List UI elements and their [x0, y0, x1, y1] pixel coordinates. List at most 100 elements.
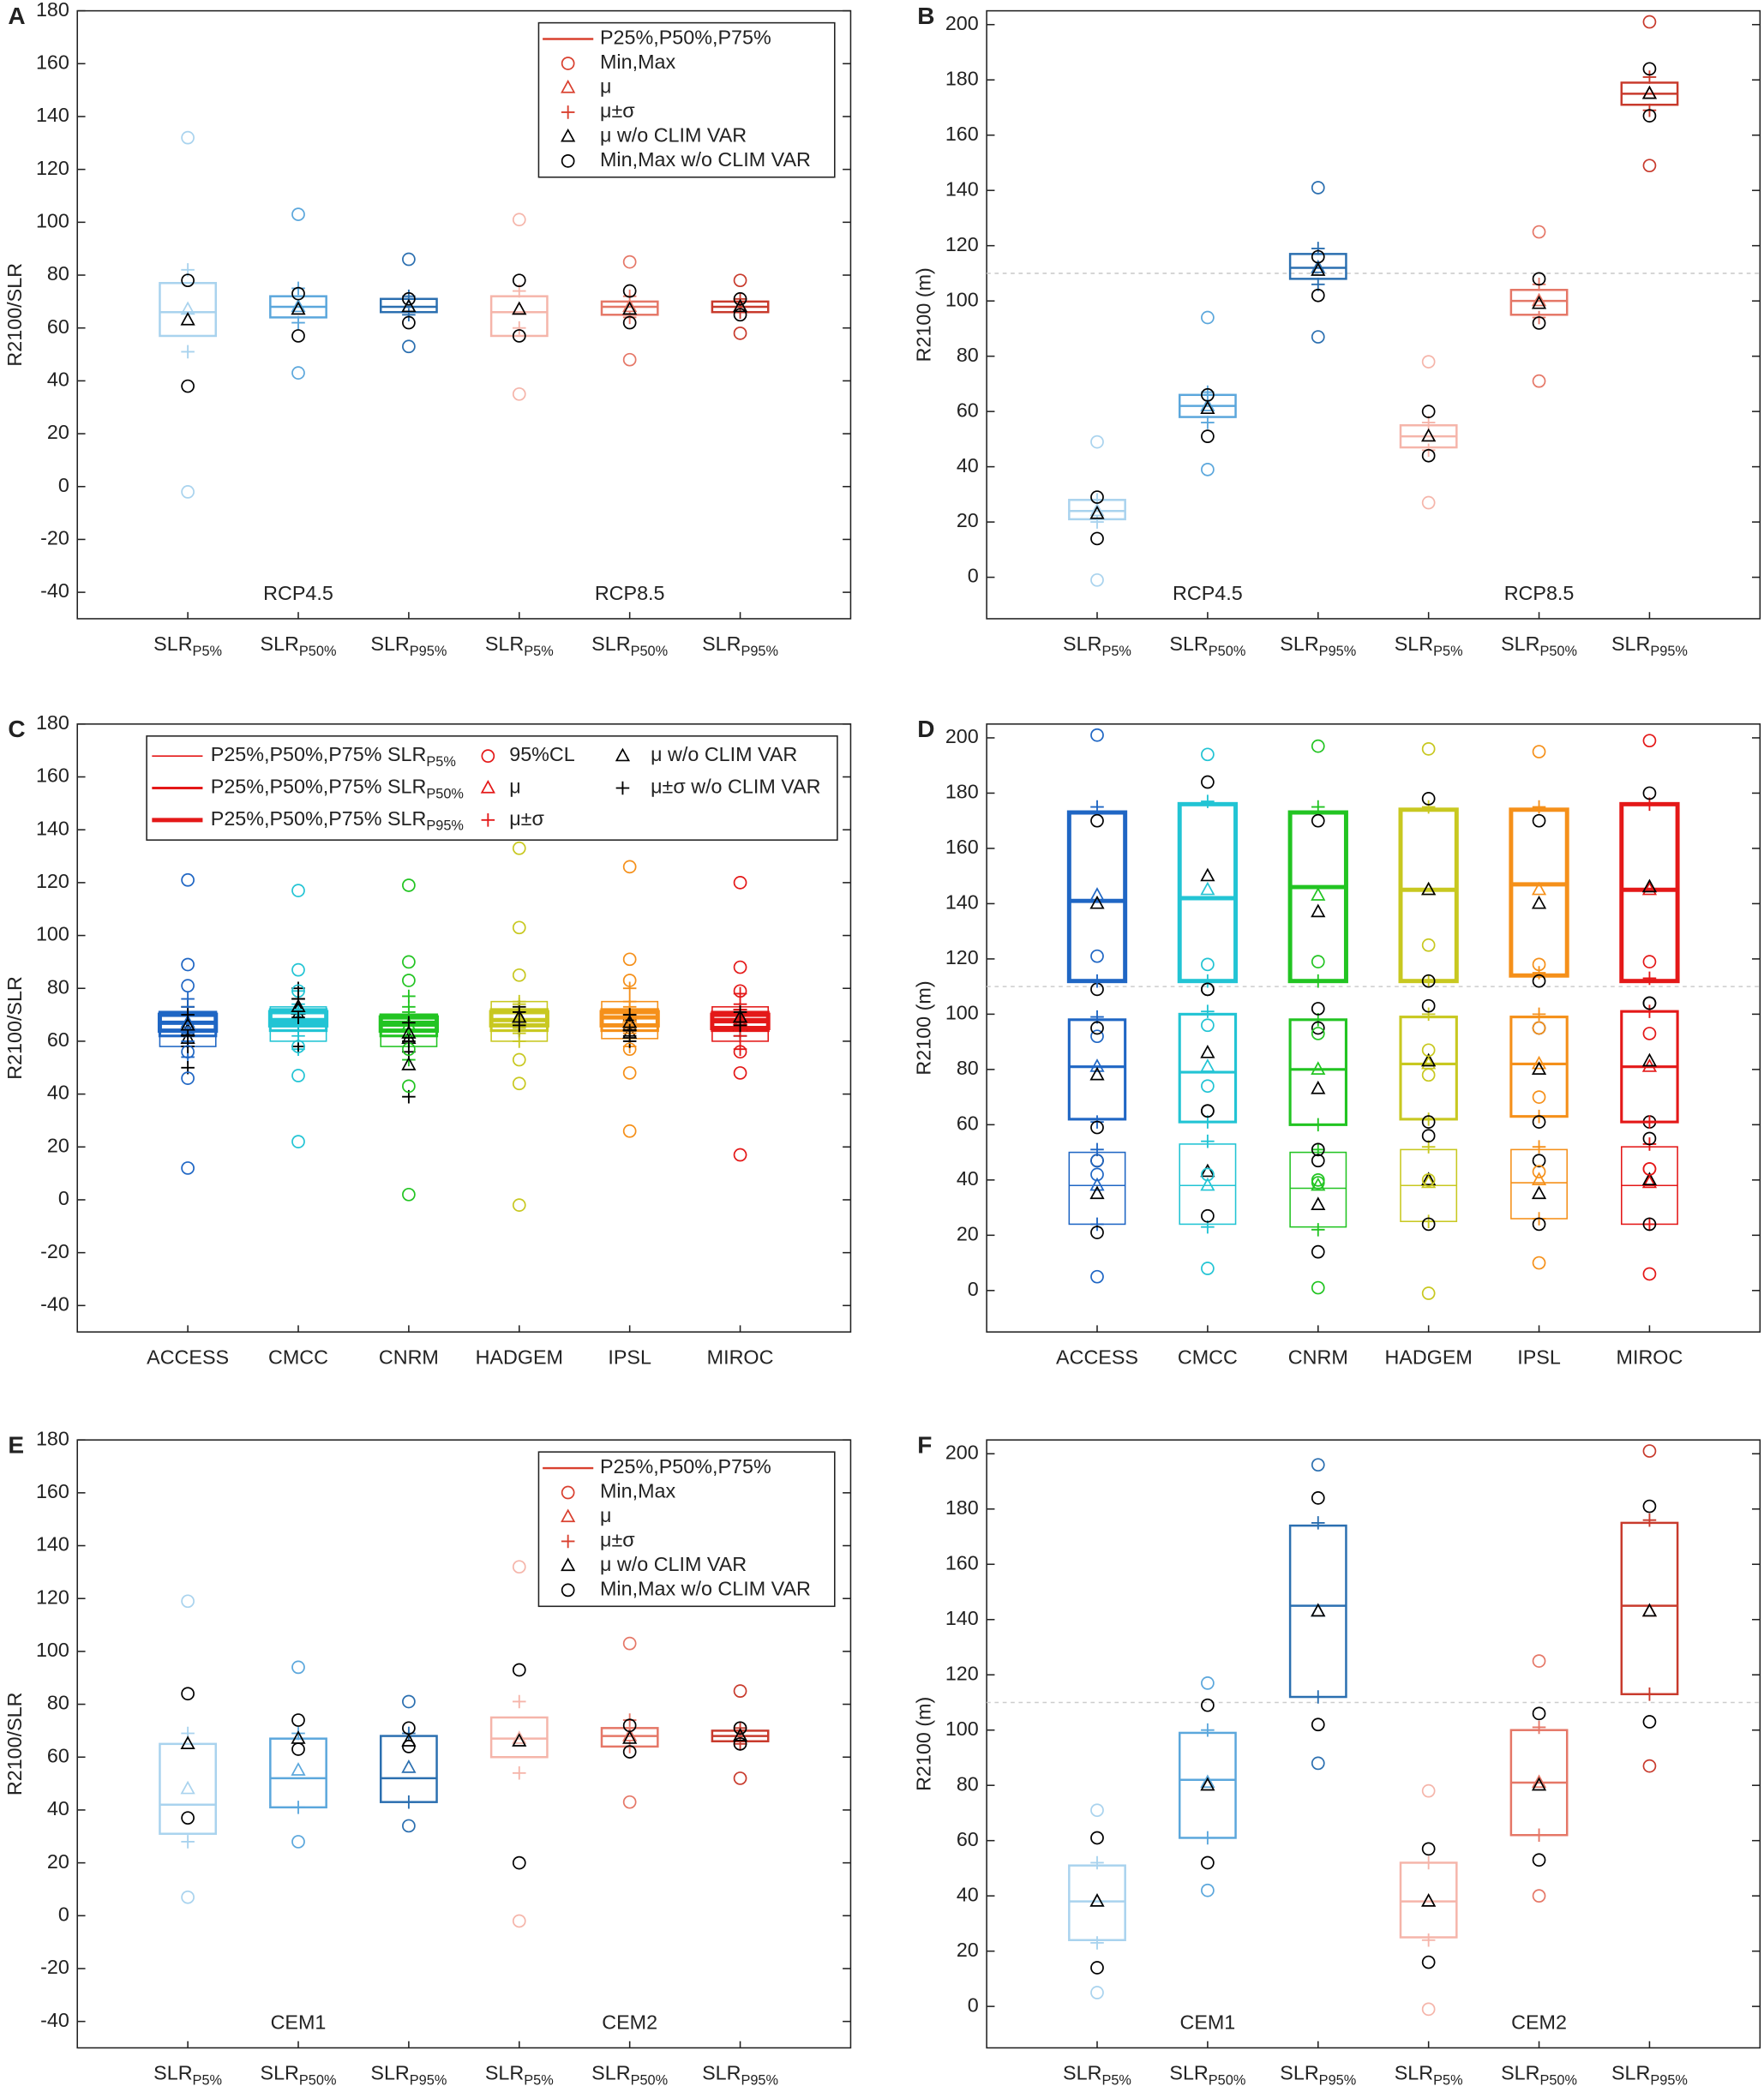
y-tick-label: -40	[40, 2009, 69, 2031]
marker-circle	[291, 286, 305, 301]
x-tick-label: SLRP5%	[1063, 632, 1131, 659]
legend-entry: Min,Max w/o CLIM VAR	[600, 1578, 811, 1600]
marker-circle	[1090, 728, 1104, 742]
y-tick-label: 120	[36, 1585, 69, 1608]
marker-circle	[1090, 572, 1104, 587]
marker-circle	[1311, 1756, 1325, 1771]
x-tick-label: ACCESS	[1056, 1346, 1138, 1368]
box	[1399, 1861, 1458, 1939]
marker-circle	[1421, 2002, 1436, 2017]
marker-circle	[1421, 998, 1436, 1013]
x-tick-label-main: SLR	[1611, 632, 1650, 655]
marker-circle	[1201, 1167, 1215, 1182]
marker-circle	[402, 1721, 416, 1735]
marker-circle	[1201, 429, 1215, 444]
group-label: RCP4.5	[1173, 582, 1243, 604]
y-tick-label: 120	[945, 946, 979, 968]
marker-triangle	[1200, 1777, 1215, 1791]
marker-plus	[181, 1028, 195, 1043]
legend-entry: μ w/o CLIM VAR	[600, 1553, 747, 1575]
marker-circle	[402, 1694, 416, 1709]
marker-circle	[1201, 1855, 1215, 1870]
marker-circle	[1201, 462, 1215, 477]
marker-circle	[512, 329, 526, 343]
marker-plus	[622, 1008, 637, 1022]
x-tick-label-sub: P5%	[524, 644, 553, 659]
x-tick-label: SLRP5%	[485, 632, 554, 659]
y-tick-label: 200	[945, 12, 979, 34]
marker-plus	[513, 1018, 526, 1033]
marker-circle	[1421, 495, 1436, 510]
y-tick-label: 80	[47, 1692, 69, 1714]
x-tick-label-main: SLR	[1395, 2062, 1433, 2084]
marker-circle	[1201, 1262, 1215, 1275]
x-tick-label-sub: P5%	[193, 2073, 223, 2089]
marker-circle	[1311, 1458, 1325, 1472]
y-tick-label: 0	[968, 1993, 979, 2016]
x-tick-label: CMCC	[1178, 1346, 1238, 1368]
marker-plus	[561, 105, 575, 119]
marker-circle	[1311, 1244, 1325, 1259]
marker-circle	[1532, 1090, 1546, 1104]
marker-circle	[512, 1052, 526, 1067]
y-tick-label: 140	[36, 104, 69, 126]
marker-circle	[1090, 1269, 1104, 1284]
marker-circle	[291, 1660, 305, 1675]
x-tick-label-sub: P50%	[1209, 644, 1246, 659]
x-tick-label-main: SLR	[261, 632, 299, 655]
group-label: RCP8.5	[595, 582, 665, 604]
marker-triangle	[512, 301, 527, 315]
marker-circle	[291, 962, 305, 977]
marker-plus	[733, 1042, 747, 1056]
y-tick-label: 60	[47, 315, 69, 338]
legend-entry: μ w/o CLIM VAR	[651, 743, 797, 765]
marker-plus	[181, 1835, 195, 1849]
marker-triangle	[1421, 1893, 1437, 1907]
x-tick-label-sub: P5%	[193, 644, 223, 659]
marker-circle	[1201, 982, 1215, 997]
marker-circle	[1311, 1021, 1325, 1035]
y-tick-label: 60	[957, 1112, 979, 1135]
y-tick-label: 20	[957, 1939, 979, 1961]
marker-circle	[402, 315, 416, 330]
marker-plus	[1642, 1513, 1657, 1527]
x-tick-label-main: SLR	[261, 2062, 299, 2084]
marker-circle	[1201, 747, 1215, 762]
x-tick-label-main: SLR	[702, 632, 741, 655]
y-tick-label: -20	[40, 1956, 69, 1978]
marker-circle	[733, 1771, 747, 1785]
marker-circle	[1090, 1961, 1104, 1975]
legend-entry-main: μ±σ	[509, 807, 544, 830]
marker-circle	[1421, 1842, 1436, 1856]
marker-triangle	[561, 128, 576, 142]
marker-circle	[1090, 949, 1104, 963]
x-tick-label: SLRP95%	[1611, 2062, 1688, 2089]
marker-circle	[561, 1485, 575, 1500]
marker-plus	[291, 1010, 305, 1024]
marker-circle	[291, 1713, 305, 1727]
marker-circle	[512, 1198, 526, 1212]
marker-circle	[512, 1663, 526, 1677]
marker-triangle	[1200, 1044, 1215, 1058]
y-tick-label: 160	[36, 1480, 69, 1502]
marker-circle	[1532, 1256, 1546, 1270]
y-tick-label: 120	[945, 1662, 979, 1684]
x-tick-label-main: SLR	[1501, 2062, 1539, 2084]
marker-circle	[181, 1811, 195, 1825]
marker-circle	[291, 1742, 305, 1756]
x-tick-label-main: SLR	[1280, 2062, 1318, 2084]
marker-circle	[512, 920, 526, 935]
legend-entry-main: Min,Max w/o CLIM VAR	[600, 1578, 811, 1600]
x-tick-label: CNRM	[379, 1346, 439, 1368]
legend-entry-main: P25%,P50%,P75%	[600, 1455, 771, 1478]
marker-circle	[1421, 1115, 1436, 1129]
x-tick-label-sub: P95%	[410, 2073, 447, 2089]
marker-triangle	[1089, 1058, 1105, 1072]
x-tick-label-sub: P50%	[1539, 2073, 1577, 2089]
legend-entry: Min,Max w/o CLIM VAR	[600, 148, 811, 171]
marker-plus	[1090, 1936, 1104, 1950]
legend-entry-main: μ w/o CLIM VAR	[651, 743, 797, 765]
marker-plus	[402, 1034, 416, 1048]
marker-circle	[1421, 1783, 1436, 1798]
x-tick-label: SLRP50%	[261, 632, 337, 659]
